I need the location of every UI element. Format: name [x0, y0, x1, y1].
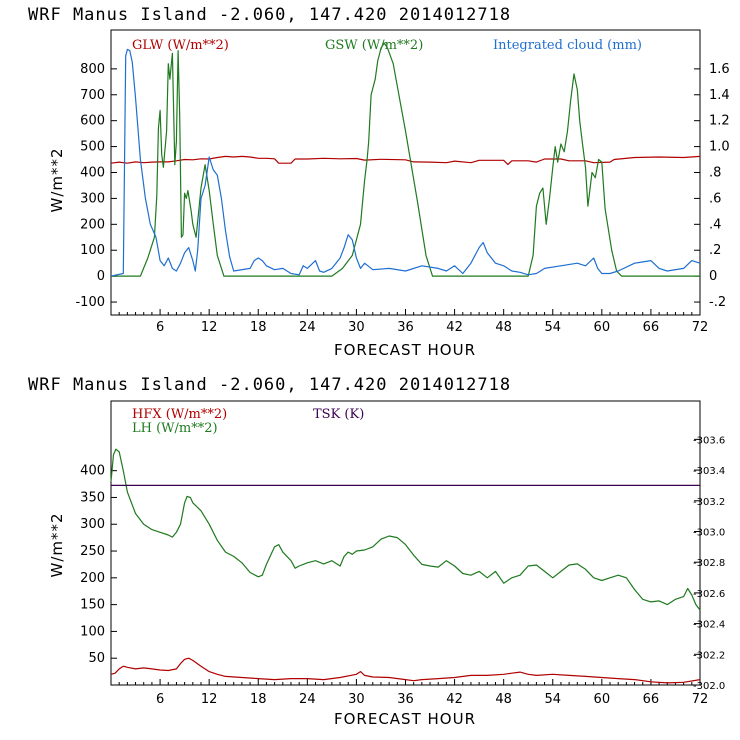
panel1-series: [110, 42, 701, 277]
y2-tick-label: .6: [709, 191, 721, 206]
y-tick-label: 0: [97, 269, 105, 284]
y2-tick-label: -303.0: [693, 527, 725, 538]
y2-tick-label: 1.4: [709, 88, 730, 103]
y-tick-label: 200: [80, 217, 105, 232]
series-line-glw: [110, 155, 701, 166]
x-tick-label: 54: [544, 692, 561, 707]
y-tick-label: -100: [75, 295, 105, 310]
y-tick-label: 800: [80, 62, 105, 77]
y2-tick-label: -.2: [709, 295, 726, 310]
panel1-title: WRF Manus Island -2.060, 147.420 2014012…: [28, 5, 511, 25]
x-tick-label: 48: [495, 320, 512, 335]
panel-fluxes: WRF Manus Island -2.060, 147.420 2014012…: [28, 375, 725, 728]
x-tick-label: 30: [348, 320, 365, 335]
panel1-legend-glw: GLW (W/m**2): [132, 38, 229, 53]
y2-tick-label: .2: [709, 243, 721, 258]
y2-tick-label: -302.4: [693, 620, 725, 631]
panel-radiation: WRF Manus Island -2.060, 147.420 2014012…: [28, 5, 730, 359]
panel1-x-ticks: 6 12 18 24 30 36 42 48 54 60 66 72: [118, 309, 709, 335]
y-tick-label: 100: [80, 624, 105, 639]
x-tick-label: 12: [201, 320, 218, 335]
x-tick-label: 66: [643, 320, 660, 335]
y-tick-label: 400: [80, 464, 105, 479]
panel1-legend-cloud: Integrated cloud (mm): [493, 38, 642, 53]
panel2-y2-ticks: -302.0 -302.2 -302.4 -302.6 -302.8 -303.0 -303…: [693, 435, 725, 692]
panel1-legend-gsw: GSW (W/m**2): [325, 38, 423, 53]
x-tick-label: 36: [397, 320, 414, 335]
x-tick-label: 66: [643, 692, 660, 707]
y2-tick-label: 0: [709, 269, 717, 284]
x-tick-label: 72: [692, 692, 709, 707]
panel2-x-axis-label: FORECAST HOUR: [334, 710, 476, 728]
panel2-plot-frame: [110, 400, 701, 686]
y-tick-label: 250: [80, 544, 105, 559]
x-tick-label: 60: [594, 692, 611, 707]
y2-tick-label: -302.2: [693, 650, 725, 661]
y2-tick-label: -302.0: [693, 681, 725, 692]
y2-tick-label: 1.2: [709, 114, 730, 129]
panel2-y-axis-label: W/m**2: [48, 512, 66, 577]
panel1-y-axis-label: W/m**2: [48, 147, 66, 212]
y2-tick-label: -302.8: [693, 558, 725, 569]
panel1-y2-ticks: -.2 0 .2 .4 .6 .8 1.0 1.2 1.4 1.6: [694, 62, 730, 310]
panel2-legend-hfx: HFX (W/m**2): [132, 407, 227, 422]
y-tick-label: 300: [80, 517, 105, 532]
y-tick-label: 300: [80, 191, 105, 206]
series-line-lh: [110, 448, 701, 611]
panel2-legend-tsk: TSK (K): [313, 407, 364, 422]
y-tick-label: 600: [80, 114, 105, 129]
x-tick-label: 72: [692, 320, 709, 335]
y-tick-label: 100: [80, 243, 105, 258]
x-tick-label: 24: [299, 692, 316, 707]
y-tick-label: 500: [80, 140, 105, 155]
series-line-integrated: [110, 48, 701, 277]
x-tick-label: 18: [250, 692, 267, 707]
y2-tick-label: -303.2: [693, 497, 725, 508]
x-tick-label: 18: [250, 320, 267, 335]
y-tick-label: 150: [80, 598, 105, 613]
y2-tick-label: .4: [709, 217, 721, 232]
series-line-gsw: [111, 42, 700, 277]
y2-tick-label: -303.6: [693, 435, 725, 446]
panel2-series: [110, 448, 701, 684]
x-tick-label: 42: [446, 692, 463, 707]
y2-tick-label: -303.4: [693, 466, 725, 477]
panel1-y-ticks: -100 0 100 200 300 400 500 600 700 800: [75, 62, 117, 310]
panel1-plot-frame: [110, 29, 701, 316]
y2-tick-label: 1.6: [709, 62, 730, 77]
series-line-hfx: [110, 657, 701, 684]
x-tick-label: 48: [495, 692, 512, 707]
panel2-x-ticks: 6 12 18 24 30 36 42 48 54 60 66 72: [118, 679, 709, 707]
panel2-y-ticks: 50 100 150 200 250 300 350 400: [80, 464, 117, 666]
y-tick-label: 350: [80, 490, 105, 505]
x-tick-label: 30: [348, 692, 365, 707]
y2-tick-label: 1.0: [709, 140, 730, 155]
y2-tick-label: -302.6: [693, 589, 725, 600]
x-tick-label: 24: [299, 320, 316, 335]
panel2-legend-lh: LH (W/m**2): [132, 421, 218, 436]
x-tick-label: 42: [446, 320, 463, 335]
panel1-x-axis-label: FORECAST HOUR: [334, 341, 476, 359]
x-tick-label: 6: [156, 692, 164, 707]
y-tick-label: 400: [80, 166, 105, 181]
y-tick-label: 50: [88, 651, 105, 666]
x-tick-label: 6: [156, 320, 164, 335]
panel2-title: WRF Manus Island -2.060, 147.420 2014012…: [28, 375, 511, 395]
y-tick-label: 700: [80, 88, 105, 103]
y-tick-label: 200: [80, 571, 105, 586]
x-tick-label: 54: [544, 320, 561, 335]
x-tick-label: 36: [397, 692, 414, 707]
x-tick-label: 60: [594, 320, 611, 335]
x-tick-label: 12: [201, 692, 218, 707]
y2-tick-label: .8: [709, 166, 721, 181]
